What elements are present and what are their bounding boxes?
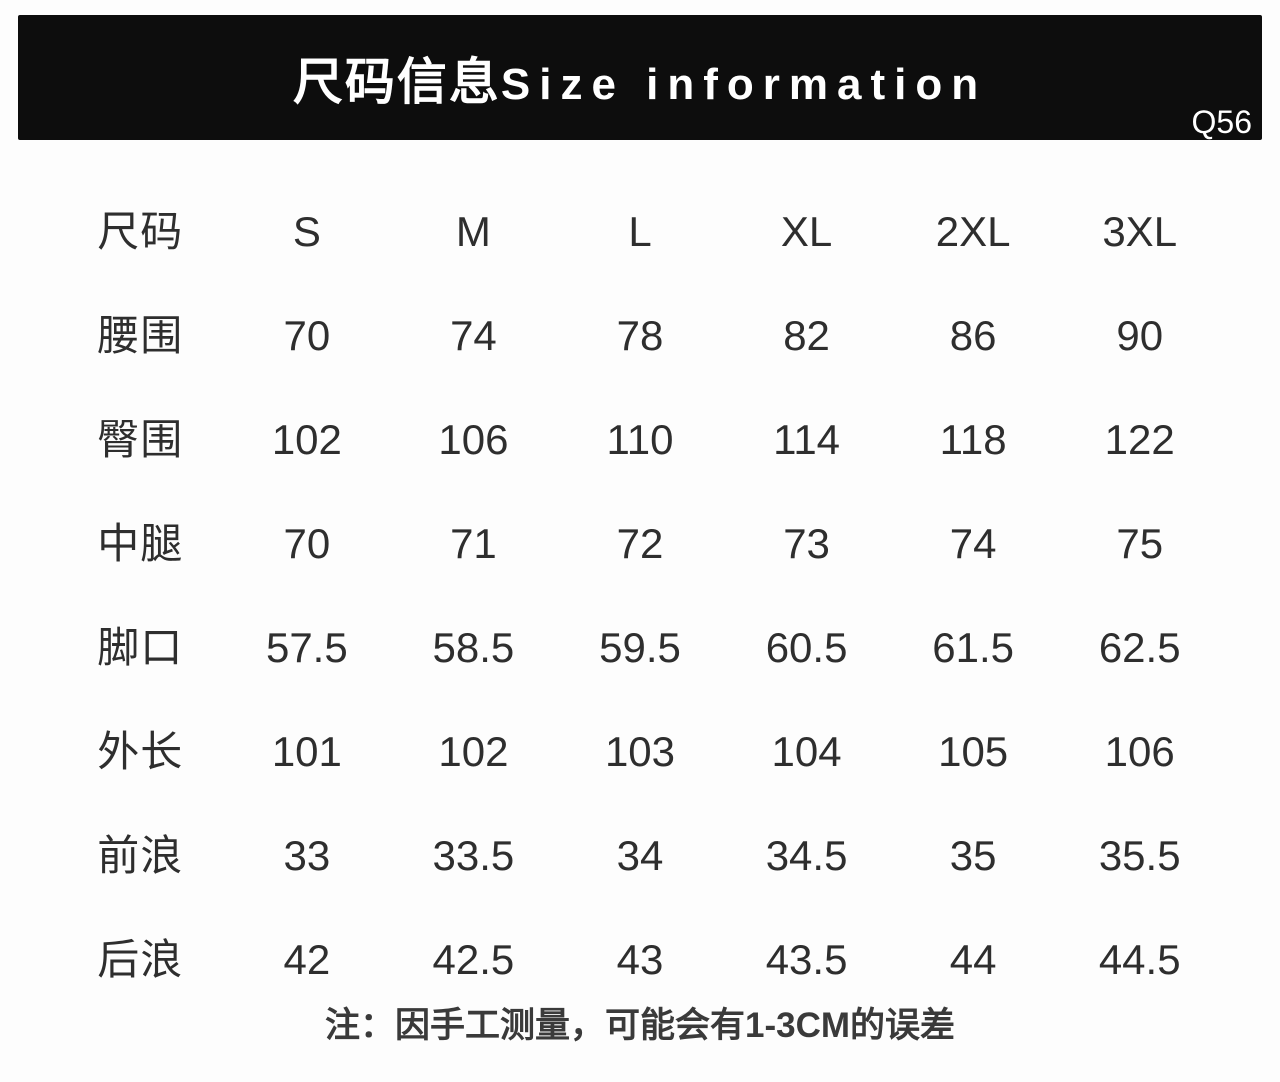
table-row-front-rise: 前浪 33 33.5 34 34.5 35 35.5 — [57, 804, 1223, 908]
table-cell: 73 — [783, 520, 830, 567]
row-label-outer-length: 外长 — [97, 728, 184, 775]
table-cell: 58.5 — [432, 624, 515, 671]
size-column-header-l: L — [628, 208, 652, 255]
table-cell: 75 — [1116, 520, 1164, 567]
table-cell: 86 — [949, 312, 997, 359]
row-label-waist: 腰围 — [97, 312, 184, 359]
table-cell: 61.5 — [932, 624, 1014, 671]
table-cell: 34 — [616, 832, 664, 879]
table-cell: 35.5 — [1098, 832, 1181, 879]
row-label-leg-opening: 脚口 — [97, 624, 184, 671]
table-cell: 71 — [450, 520, 497, 567]
table-cell: 102 — [438, 728, 509, 775]
table-cell: 72 — [616, 520, 664, 567]
table-cell: 106 — [438, 416, 509, 463]
table-cell: 43 — [616, 936, 664, 983]
row-label-size: 尺码 — [97, 208, 184, 255]
page-title: 尺码信息Size information — [293, 49, 987, 107]
row-label-front-rise: 前浪 — [97, 832, 184, 879]
page-title-english: Size information — [500, 59, 988, 109]
table-cell: 59.5 — [599, 624, 681, 671]
table-cell: 33 — [283, 832, 331, 879]
size-column-header-m: M — [455, 208, 491, 255]
size-table: 尺码 S M L XL 2XL 3XL 腰围 70 74 78 82 86 90… — [57, 180, 1223, 1012]
table-cell: 44.5 — [1098, 936, 1181, 983]
table-cell: 62.5 — [1098, 624, 1181, 671]
table-cell: 60.5 — [765, 624, 848, 671]
table-cell: 105 — [938, 728, 1009, 775]
table-cell: 118 — [939, 416, 1007, 463]
table-cell: 74 — [450, 312, 497, 359]
table-row-back-rise: 后浪 42 42.5 43 43.5 44 44.5 — [57, 908, 1223, 1012]
table-cell: 110 — [606, 416, 674, 463]
table-row-hip: 臀围 102 106 110 114 118 122 — [57, 388, 1223, 492]
table-header-row: 尺码 S M L XL 2XL 3XL — [57, 180, 1223, 284]
table-cell: 70 — [283, 312, 331, 359]
table-cell: 106 — [1104, 728, 1175, 775]
row-label-back-rise: 后浪 — [97, 936, 184, 983]
table-row-leg-opening: 脚口 57.5 58.5 59.5 60.5 61.5 62.5 — [57, 596, 1223, 700]
table-cell: 82 — [783, 312, 830, 359]
table-cell: 74 — [949, 520, 997, 567]
table-cell: 57.5 — [265, 624, 348, 671]
measurement-note: 注：因手工测量，可能会有1-3CM的误差 — [324, 1006, 956, 1045]
table-cell: 102 — [271, 416, 342, 463]
size-column-header-2xl: 2XL — [935, 208, 1011, 255]
table-cell: 33.5 — [432, 832, 515, 879]
table-row-mid-thigh: 中腿 70 71 72 73 74 75 — [57, 492, 1223, 596]
table-cell: 34.5 — [765, 832, 848, 879]
page-title-chinese: 尺码信息 — [292, 53, 501, 110]
table-cell: 44 — [949, 936, 997, 983]
table-cell: 42.5 — [432, 936, 515, 983]
table-cell: 101 — [271, 728, 342, 775]
table-cell: 103 — [604, 728, 676, 775]
table-cell: 122 — [1104, 416, 1175, 463]
table-row-outer-length: 外长 101 102 103 104 105 106 — [57, 700, 1223, 804]
table-cell: 78 — [616, 312, 664, 359]
table-cell: 35 — [949, 832, 997, 879]
table-cell: 43.5 — [765, 936, 848, 983]
row-label-hip: 臀围 — [97, 416, 184, 463]
table-row-waist: 腰围 70 74 78 82 86 90 — [57, 284, 1223, 388]
size-column-header-3xl: 3XL — [1102, 208, 1178, 255]
table-cell: 90 — [1116, 312, 1164, 359]
header-bar: 尺码信息Size information Q56 — [18, 15, 1262, 140]
product-code: Q56 — [1191, 104, 1252, 140]
size-column-header-xl: XL — [780, 208, 833, 255]
size-column-header-s: S — [292, 208, 321, 255]
table-cell: 42 — [283, 936, 331, 983]
table-cell: 104 — [771, 728, 842, 775]
row-label-mid-thigh: 中腿 — [97, 520, 184, 567]
table-cell: 114 — [773, 416, 841, 463]
table-cell: 70 — [283, 520, 331, 567]
